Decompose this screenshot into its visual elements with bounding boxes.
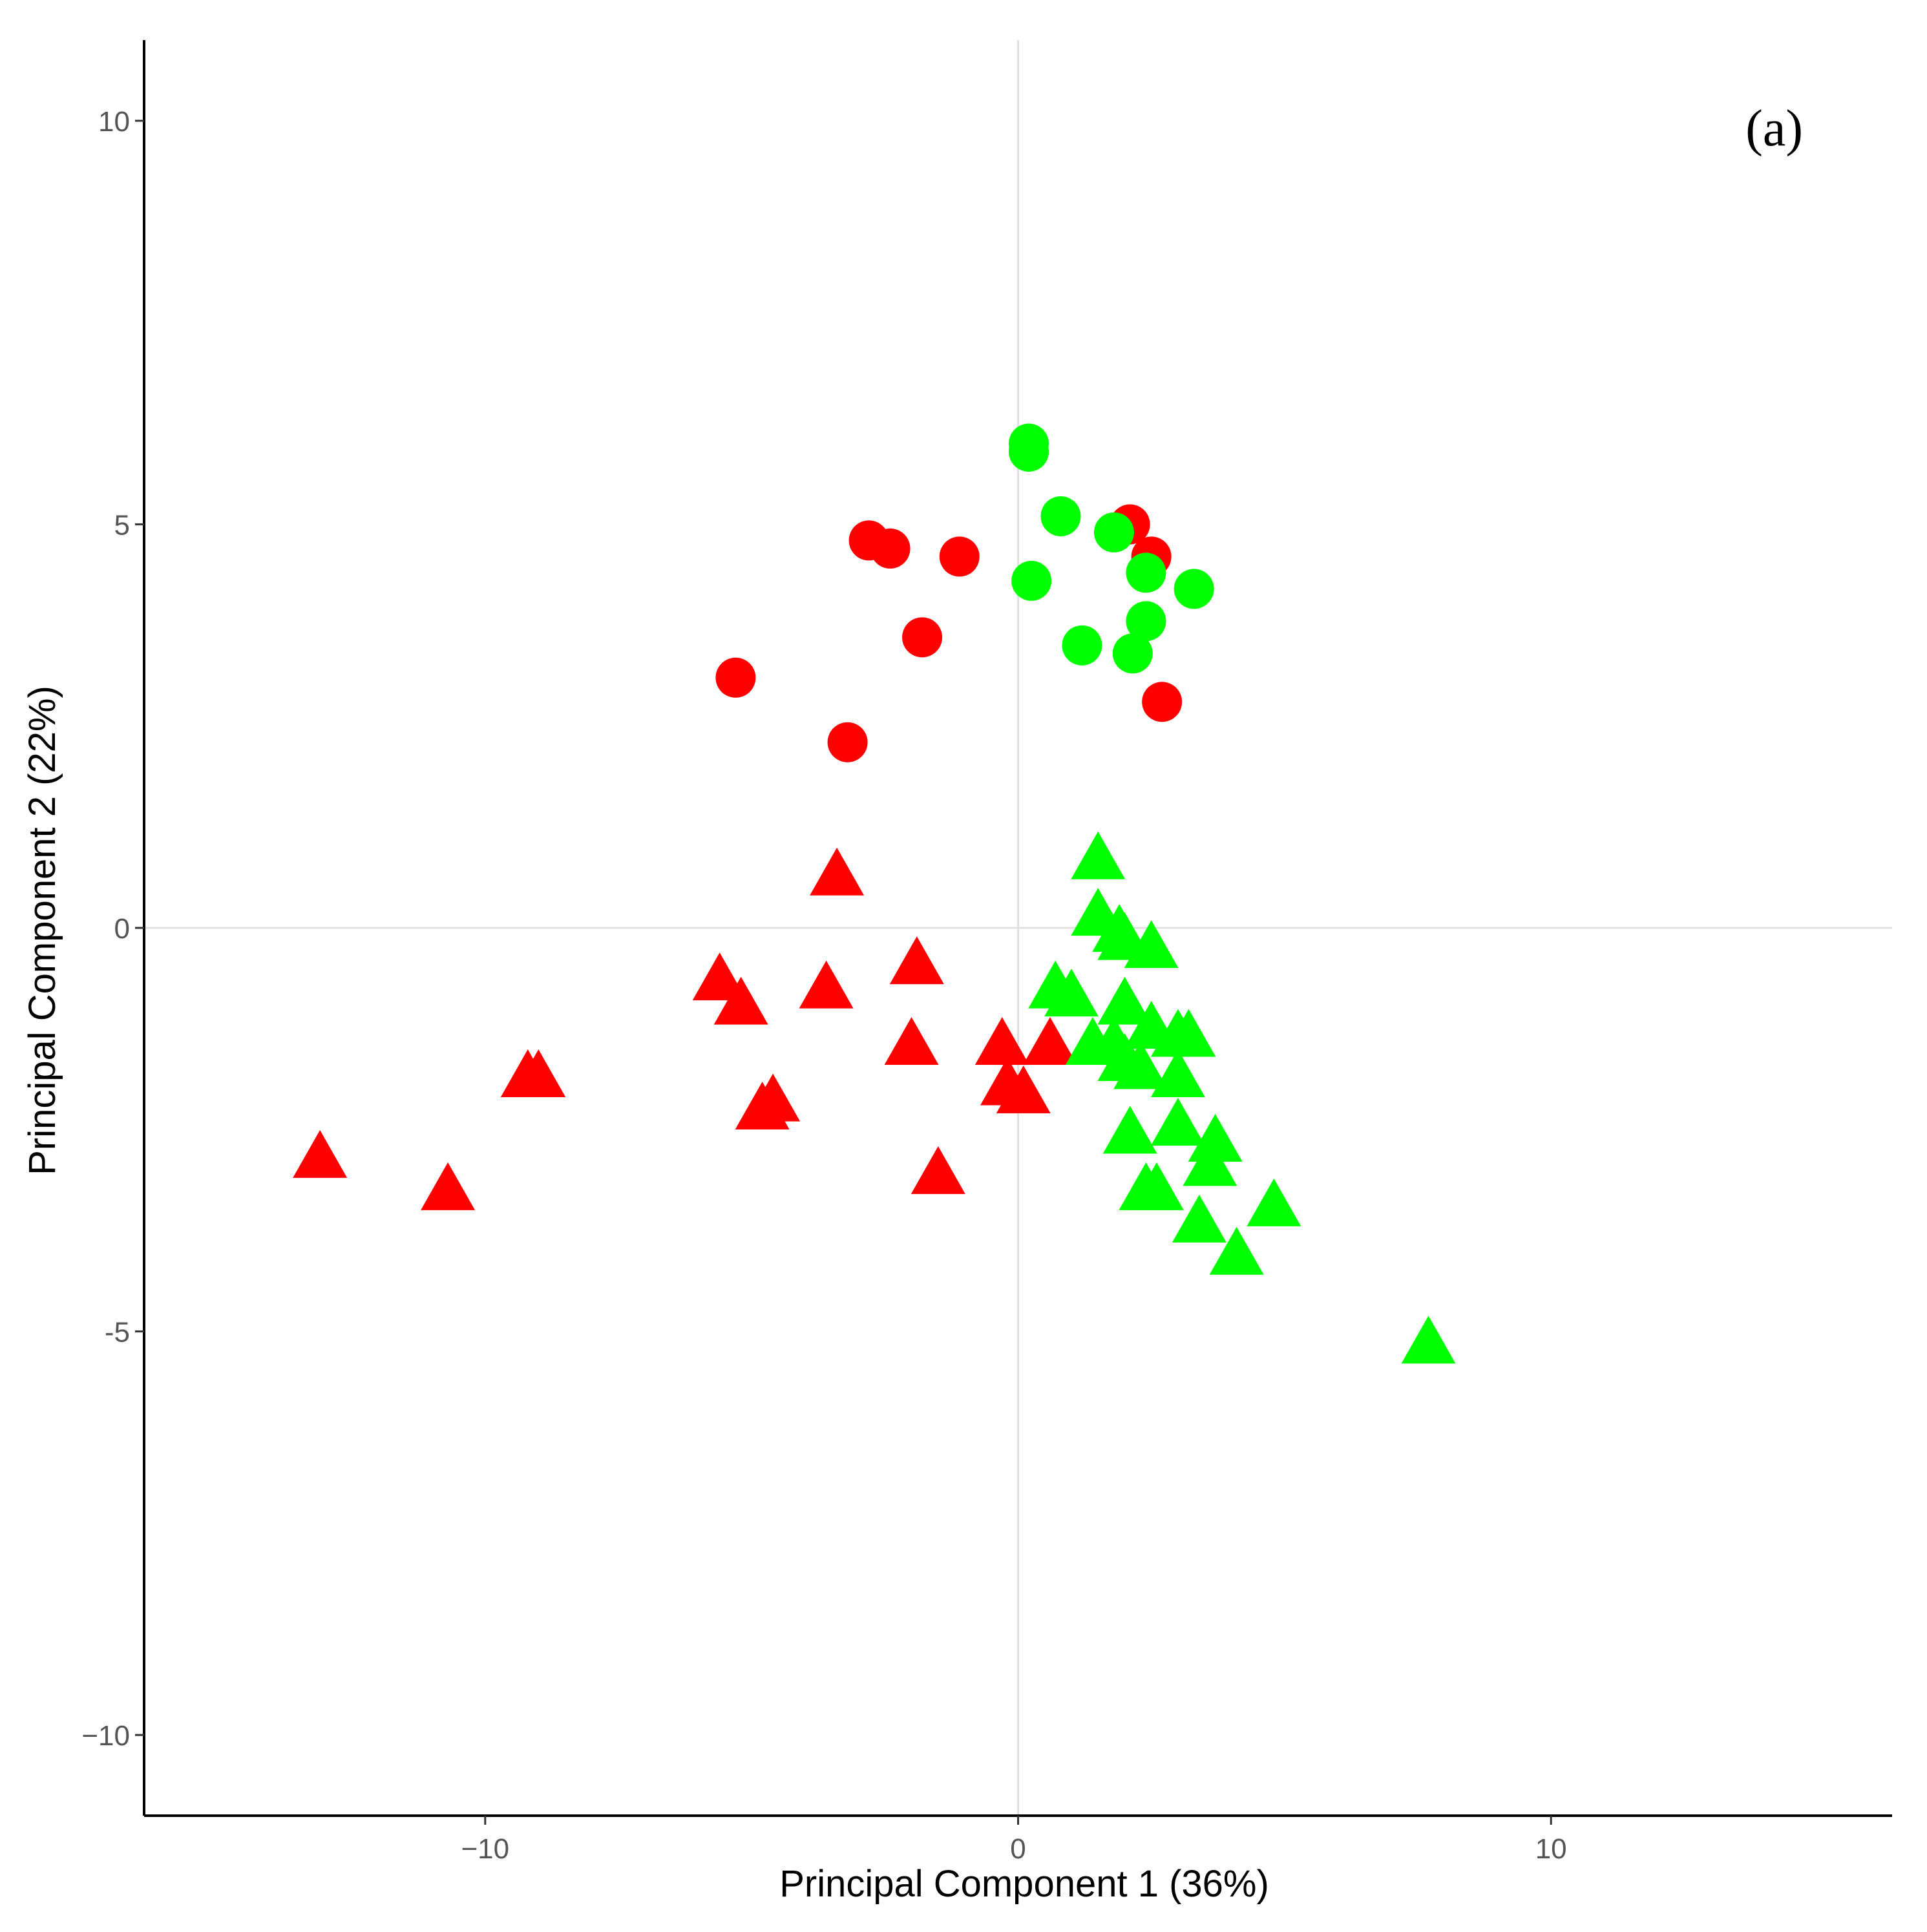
point-green-triangles [1150,1049,1205,1097]
point-red-circles [715,657,756,698]
point-red-circles [827,722,868,762]
y-tick-label: 0 [114,913,130,945]
point-green-triangles [1044,969,1099,1017]
ticks: −10 0 10 −10 -5 0 5 10 [81,106,1566,1865]
point-red-triangles [421,1162,476,1210]
series-red-triangles [293,847,1077,1210]
point-red-triangles [511,1049,566,1097]
point-green-triangles [1247,1178,1301,1226]
point-red-triangles [974,1017,1029,1066]
x-axis-title: Principal Component 1 (36%) [779,1863,1269,1905]
point-red-triangles [735,1081,790,1129]
point-red-triangles [713,976,768,1025]
point-green-triangles [1097,976,1152,1025]
point-green-triangles [1161,1009,1216,1057]
point-green-triangles [1188,1113,1243,1162]
point-red-circles [1142,682,1183,722]
point-red-triangles [810,847,865,896]
data-points [293,423,1456,1364]
point-red-circles [870,528,911,569]
point-green-circles [1126,552,1166,593]
point-green-circles [1008,432,1049,472]
point-green-triangles [1102,1106,1157,1154]
point-red-triangles [911,1146,965,1194]
point-red-triangles [799,960,854,1009]
x-tick-label: −10 [461,1833,509,1865]
point-red-circles [902,617,943,658]
y-tick-label: 5 [114,509,130,541]
y-tick-label: -5 [105,1317,130,1349]
y-axis-title: Principal Component 2 (22%) [21,686,63,1175]
point-green-triangles [1401,1316,1456,1364]
x-tick-label: 10 [1535,1833,1567,1865]
point-green-triangles [1209,1226,1264,1275]
series-green-triangles [1028,831,1456,1364]
panel-label: (a) [1745,100,1803,157]
point-green-circles [1174,569,1214,609]
point-red-triangles [889,936,944,985]
point-green-circles [1011,560,1052,601]
point-green-triangles [1183,1138,1237,1186]
point-green-circles [1112,633,1153,674]
x-tick-label: 0 [1010,1833,1026,1865]
point-green-triangles [1124,920,1179,969]
point-green-circles [1126,601,1166,642]
point-green-circles [1040,496,1081,536]
zero-reference-lines [144,40,1892,1816]
point-green-triangles [1129,1162,1184,1210]
point-green-circles [1093,512,1134,552]
point-green-triangles [1113,1041,1168,1089]
point-green-triangles [1150,1097,1205,1146]
point-red-triangles [1022,1017,1077,1066]
series-green-circles [1008,423,1214,674]
y-tick-label: −10 [81,1720,130,1752]
point-green-triangles [1071,831,1126,879]
y-tick-label: 10 [98,106,130,138]
point-red-triangles [884,1017,939,1066]
point-red-triangles [293,1129,348,1178]
point-red-circles [939,536,980,577]
point-green-circles [1062,625,1102,666]
point-green-triangles [1172,1194,1227,1243]
point-red-triangles [692,952,747,1001]
point-red-triangles [996,1065,1051,1113]
